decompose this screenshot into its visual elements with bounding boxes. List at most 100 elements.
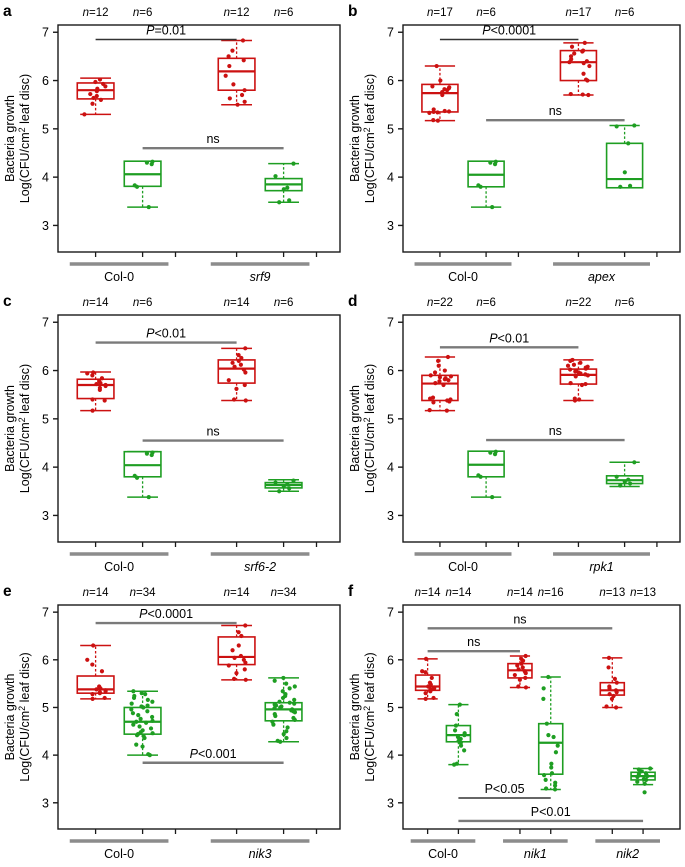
y-tick-label: 7 <box>387 26 394 40</box>
data-point <box>607 684 612 689</box>
data-point <box>585 364 590 369</box>
data-point <box>574 368 579 373</box>
data-point <box>292 701 297 706</box>
significance-label: P<0.0001 <box>139 607 193 621</box>
data-point <box>583 381 588 387</box>
data-point <box>488 160 493 165</box>
box-green <box>467 449 505 500</box>
data-point <box>150 699 155 704</box>
n-label: n=6 <box>133 297 153 309</box>
box-red <box>507 653 533 690</box>
significance-label: ns <box>513 612 526 626</box>
data-point <box>284 729 289 734</box>
n-label: n=6 <box>476 7 496 19</box>
data-point <box>129 707 134 712</box>
boxplot-c: 3 4 5 6 7 Bacteria growth Log(CFU/cm2 leaf dis… <box>3 297 341 574</box>
group-label-rpk1: rpk1 <box>589 560 613 574</box>
data-point <box>423 656 429 661</box>
data-point <box>448 374 454 379</box>
data-point <box>515 663 520 668</box>
y-axis-title: Bacteria growth Log(CFU/cm2 leaf disc) <box>3 652 32 781</box>
boxplot-a: 3 4 5 6 7 Bacteria growth Log(CFU/cm2 leaf dis… <box>3 7 341 284</box>
data-point <box>140 728 145 733</box>
data-point <box>88 91 93 97</box>
box-green <box>123 689 162 758</box>
data-point <box>292 697 297 702</box>
y-tick-label: 6 <box>42 364 49 378</box>
panel-d: d 3 4 5 6 7 Bacteria growth Log(CFU/cm2 leaf di… <box>345 290 685 580</box>
n-label: n=14 <box>415 587 442 599</box>
data-point <box>544 786 549 791</box>
data-point <box>273 480 278 485</box>
data-point <box>549 761 554 766</box>
n-labels: n=14 n=34 n=14 n=34 <box>83 587 298 599</box>
data-point <box>98 97 104 102</box>
data-point <box>129 701 134 706</box>
data-point <box>280 689 285 694</box>
data-point <box>431 118 436 123</box>
box-green <box>264 161 303 205</box>
data-point <box>99 669 105 674</box>
data-point <box>580 92 585 97</box>
n-label: n=17 <box>427 7 453 19</box>
significance-label: P<0.001 <box>190 747 237 761</box>
n-label: n=12 <box>83 7 109 19</box>
data-point <box>627 183 633 188</box>
y-tick-label: 3 <box>42 796 49 810</box>
box-red <box>559 40 598 98</box>
significance-label: ns <box>549 424 562 438</box>
y-tick-label: 4 <box>387 171 394 185</box>
data-point <box>240 38 246 43</box>
significance-label: P<0.01 <box>146 327 186 341</box>
y-tick-label: 3 <box>387 796 394 810</box>
data-point <box>103 382 108 388</box>
n-label: n=34 <box>271 587 298 599</box>
data-point <box>130 711 136 716</box>
data-point <box>436 363 441 368</box>
boxes <box>414 653 656 795</box>
y-tick-label: 6 <box>387 653 394 667</box>
data-point <box>423 696 428 701</box>
box-red <box>217 38 256 107</box>
y-axis: 3 4 5 6 7 <box>42 316 58 523</box>
data-point <box>292 684 297 689</box>
y-tick-label: 3 <box>42 219 49 233</box>
data-point <box>436 358 441 363</box>
svg-text:Log(CFU/cm2 leaf disc): Log(CFU/cm2 leaf disc) <box>362 364 377 493</box>
box-green <box>123 450 162 500</box>
data-point <box>568 54 574 59</box>
y-tick-label: 4 <box>42 461 49 475</box>
data-point <box>457 702 462 707</box>
data-point <box>626 477 631 482</box>
data-point <box>145 709 150 714</box>
y-tick-label: 6 <box>387 364 394 378</box>
data-point <box>490 494 495 500</box>
data-point <box>131 722 136 727</box>
box-red <box>421 354 459 413</box>
box-red <box>76 643 115 701</box>
group-label-nik3: nik3 <box>249 847 272 861</box>
data-point <box>143 692 148 697</box>
data-point <box>636 767 641 772</box>
svg-text:Log(CFU/cm2 leaf disc): Log(CFU/cm2 leaf disc) <box>17 364 32 493</box>
data-point <box>146 752 151 757</box>
plot-frame <box>57 314 341 543</box>
data-point <box>447 85 452 90</box>
group-label-Col-0: Col-0 <box>448 270 478 284</box>
panel-letter-c: c <box>3 293 12 310</box>
data-point <box>144 451 150 456</box>
y-tick-label: 6 <box>387 74 394 88</box>
y-tick-label: 3 <box>387 509 394 523</box>
data-point <box>442 87 447 92</box>
panel-letter-e: e <box>3 583 12 600</box>
y-tick-label: 5 <box>387 122 394 136</box>
data-point <box>553 780 558 785</box>
data-point <box>476 473 481 478</box>
data-point <box>102 695 107 701</box>
x-axis <box>426 829 644 834</box>
data-point <box>618 483 623 488</box>
data-point <box>291 161 296 166</box>
data-point <box>226 54 231 59</box>
data-point <box>85 657 90 662</box>
data-point <box>145 703 150 708</box>
